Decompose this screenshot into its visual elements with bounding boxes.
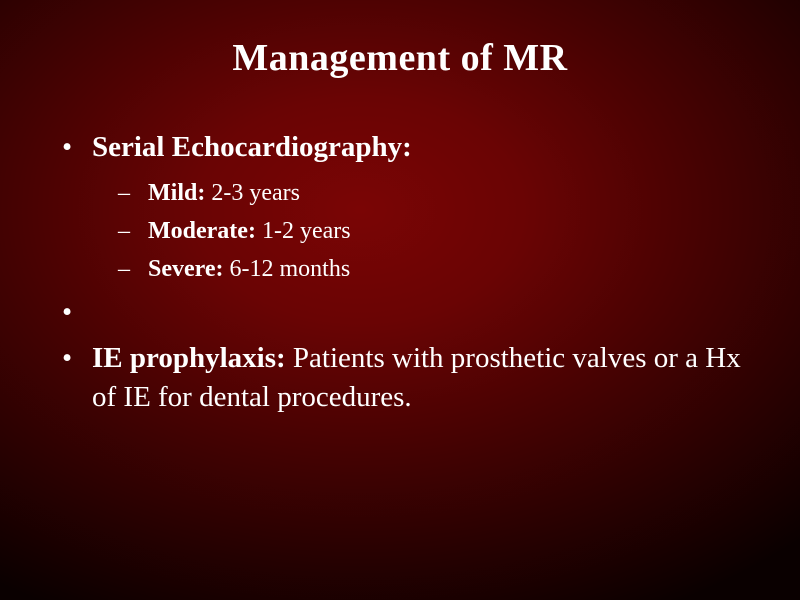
sub-bullet-item: Moderate: 1-2 years <box>148 213 750 249</box>
bullet-item: Serial Echocardiography: Mild: 2-3 years… <box>92 128 750 287</box>
sub-bullet-label: Moderate: <box>148 218 256 244</box>
sub-bullet-text: 6-12 months <box>224 256 351 282</box>
sub-bullet-item: Severe: 6-12 months <box>148 251 750 287</box>
sub-bullet-text: 2-3 years <box>205 180 300 206</box>
spacer <box>92 293 750 333</box>
sub-bullet-list: Mild: 2-3 years Moderate: 1-2 years Seve… <box>92 175 750 287</box>
bullet-list: Serial Echocardiography: Mild: 2-3 years… <box>50 128 750 417</box>
sub-bullet-text: 1-2 years <box>256 218 351 244</box>
slide-title: Management of MR <box>50 36 750 80</box>
slide: Management of MR Serial Echocardiography… <box>0 0 800 600</box>
sub-bullet-label: Mild: <box>148 180 205 206</box>
bullet-label: IE prophylaxis: <box>92 342 286 374</box>
bullet-item: IE prophylaxis: Patients with prosthetic… <box>92 339 750 417</box>
sub-bullet-item: Mild: 2-3 years <box>148 175 750 211</box>
sub-bullet-label: Severe: <box>148 256 224 282</box>
bullet-label: Serial Echocardiography: <box>92 131 412 163</box>
